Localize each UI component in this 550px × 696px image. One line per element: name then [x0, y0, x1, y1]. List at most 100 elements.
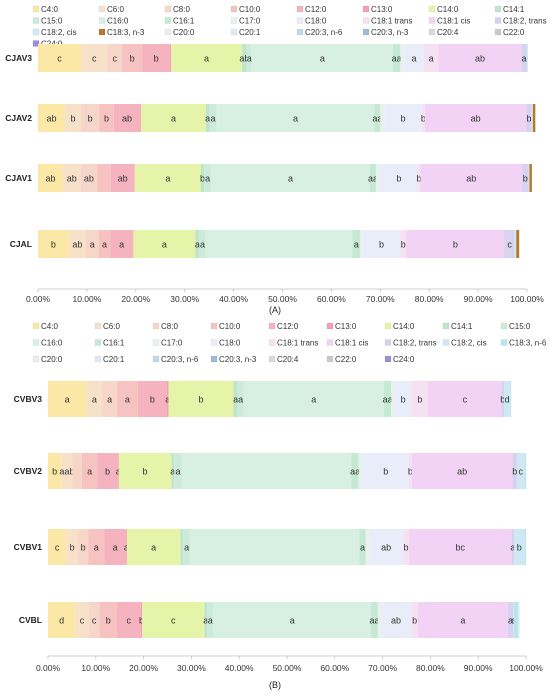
legend-item: C20:4 — [268, 355, 299, 364]
legend-item: C12:0 — [296, 5, 327, 14]
data-label: a — [170, 467, 175, 477]
data-label: d — [505, 395, 510, 405]
legend-swatch — [326, 355, 334, 363]
legend-label: C15:0 — [41, 17, 63, 26]
bar-segment — [241, 44, 247, 72]
legend-item: C16:0 — [98, 17, 129, 26]
bar-segment — [199, 230, 206, 258]
tick-label: 80.00% — [415, 294, 444, 304]
data-label: a — [511, 616, 516, 626]
bar-segment — [384, 381, 392, 417]
bar-segment — [521, 44, 527, 72]
legend-item: C17:0 — [230, 17, 261, 26]
x-axis: 0.00% 10.00% 20.00% 30.00% 40.00% 50.00% 60.00… — [26, 288, 544, 304]
tick-label: 80.00% — [416, 663, 445, 673]
bar-segment — [126, 529, 181, 565]
legend-swatch — [164, 5, 172, 13]
legend-swatch — [362, 5, 370, 13]
bar-segment — [174, 453, 182, 489]
bar-segment — [38, 104, 65, 132]
bar-cvbv3: CVBV3 a a a a b a b a a a aa b b c b d — [14, 381, 512, 417]
data-label: b — [52, 467, 57, 477]
legend-swatch — [98, 5, 106, 13]
panel-label: (B) — [269, 680, 281, 690]
legend-swatch — [384, 322, 392, 330]
legend-label: C17:0 — [161, 339, 183, 348]
legend-label: C22:0 — [335, 355, 357, 364]
bar-segment — [102, 381, 117, 417]
bar-segment — [438, 44, 522, 72]
bar-segment — [400, 44, 405, 72]
bar-segment — [518, 602, 520, 638]
data-label: a — [293, 114, 298, 124]
bar-cjav1: CJAV1 ab ab ab ab a b a a aa b b ab b — [5, 164, 532, 192]
legend-label: C20:0 — [173, 28, 195, 37]
legend-label: C12:0 — [305, 5, 327, 14]
data-label: b — [517, 543, 522, 553]
legend-label: C18:1 cis — [437, 17, 470, 26]
legend-label: C16:0 — [107, 17, 129, 26]
bar-segment — [116, 602, 141, 638]
data-label: a — [205, 114, 210, 124]
bar-segment — [371, 602, 378, 638]
legend-label: C16:1 — [103, 339, 125, 348]
bar-segment — [200, 164, 205, 192]
data-label: a — [288, 174, 293, 184]
legend-item: C10:0 — [210, 322, 241, 331]
tick-label: 20.00% — [121, 294, 150, 304]
bar-segment — [118, 453, 172, 489]
legend-swatch — [32, 28, 40, 36]
bar-cjav2: CJAV2 ab b b b ab a a a a aa b b ab b — [5, 104, 536, 132]
bar-segment — [61, 453, 73, 489]
bar-segment — [137, 381, 168, 417]
data-label: d — [59, 616, 64, 626]
legend-item: C16:1 — [94, 339, 125, 348]
data-label: b — [81, 543, 86, 553]
bar-segment — [97, 453, 118, 489]
data-label: c — [92, 54, 97, 64]
category-label: CVBL — [19, 615, 42, 625]
bar-segment — [377, 602, 381, 638]
bar-segment — [80, 164, 98, 192]
tick-label: 30.00% — [177, 663, 206, 673]
legend-label: C14:1 — [503, 5, 525, 14]
legend-label: C18:3, n-3 — [107, 28, 145, 37]
bar-segment — [380, 164, 418, 192]
panel-label: (A) — [269, 305, 281, 315]
data-label: b — [404, 543, 409, 553]
bar-segment — [48, 453, 62, 489]
legend-item: C18:1 trans — [362, 17, 412, 26]
legend-label: C10:0 — [239, 5, 261, 14]
bar-segment — [380, 104, 385, 132]
data-label: b — [401, 240, 406, 250]
data-label: ab — [67, 174, 77, 184]
legend-swatch — [210, 339, 218, 346]
data-label: a — [107, 395, 112, 405]
bar-segment — [374, 104, 381, 132]
data-label: a — [429, 54, 434, 64]
legend-swatch — [94, 322, 102, 330]
data-label: a — [165, 174, 170, 184]
bar-segment — [365, 529, 370, 565]
data-label: a — [522, 54, 527, 64]
data-label: c — [80, 616, 85, 626]
bar-segment — [404, 44, 424, 72]
legend-item: C22:0 — [494, 28, 525, 37]
legend: C4:0 C6:0 C8:0 C10:0 C12:0 C13:0 C14:0 C14:1 C15… — [32, 5, 547, 49]
legend-swatch — [210, 322, 218, 330]
legend-label: C20:4 — [277, 355, 299, 364]
bar-segment — [122, 44, 143, 72]
data-label: b — [396, 174, 401, 184]
chart-panel-b: C4:0 C6:0 C8:0 C10:0 C12:0 C13:0 C14:0 C14:1 C15… — [14, 322, 547, 690]
bar-segment — [99, 104, 114, 132]
data-label: a — [208, 616, 213, 626]
legend-item: C8:0 — [164, 5, 190, 14]
bar-segment — [522, 164, 529, 192]
bar-segment — [189, 529, 360, 565]
legend-label: C16:0 — [41, 339, 63, 348]
bar-segment — [141, 104, 206, 132]
legend-label: C18:0 — [305, 17, 327, 26]
legend-label: C10:0 — [219, 322, 241, 331]
bar-segment — [411, 602, 418, 638]
data-label: a — [290, 616, 295, 626]
